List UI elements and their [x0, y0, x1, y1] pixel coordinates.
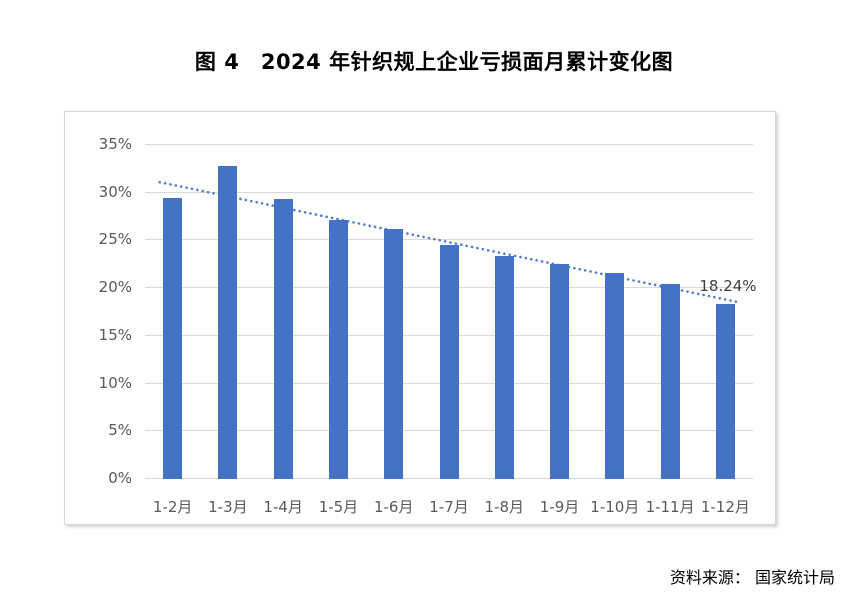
bar [715, 303, 735, 479]
x-axis-tick-label: 1-11月 [645, 498, 695, 516]
x-axis-tick-label: 1-12月 [700, 498, 750, 516]
bar [273, 199, 293, 479]
chart-area: 0% 5% 10% 15% 20% 25% 30% 35% 1-2月 1-3月 1-4月 1-5月 1-… [64, 111, 776, 525]
y-axis-tick-label: 30% [98, 182, 132, 201]
y-axis-tick-label: 0% [108, 469, 132, 487]
y-axis-tick-label: 25% [98, 230, 132, 249]
bar [163, 198, 183, 479]
x-axis-tick-label: 1-5月 [318, 498, 359, 516]
bar [328, 220, 348, 479]
bar [605, 272, 625, 479]
y-axis-tick-label: 35% [98, 135, 132, 153]
bar [439, 245, 459, 479]
bar [218, 165, 238, 479]
x-axis-tick-label: 1-7月 [429, 498, 469, 516]
x-axis-tick-label: 1-8月 [484, 498, 525, 516]
x-axis-tick-label: 1-3月 [208, 498, 248, 516]
bar [494, 255, 514, 479]
data-label-last-point: 18.24% [699, 276, 757, 295]
y-axis-tick-label: 15% [98, 325, 132, 344]
y-axis-tick-label: 10% [98, 373, 132, 392]
bar [384, 228, 404, 479]
bar [660, 284, 680, 479]
bar [550, 264, 570, 479]
source-note: 资料来源： 国家统计局 [669, 568, 835, 587]
x-axis-tick-label: 1-4月 [263, 498, 303, 516]
y-axis-tick-label: 20% [98, 278, 132, 297]
figure-title: 图 4 2024 年针织规上企业亏损面月累计变化图 [194, 50, 674, 74]
gridline [145, 144, 753, 145]
x-axis-tick-label: 1-10月 [590, 498, 640, 516]
x-axis-tick-label: 1-6月 [373, 498, 414, 516]
x-axis-tick-label: 1-2月 [152, 498, 193, 516]
y-axis-tick-label: 5% [108, 421, 132, 440]
x-axis-tick-label: 1-9月 [539, 498, 580, 516]
